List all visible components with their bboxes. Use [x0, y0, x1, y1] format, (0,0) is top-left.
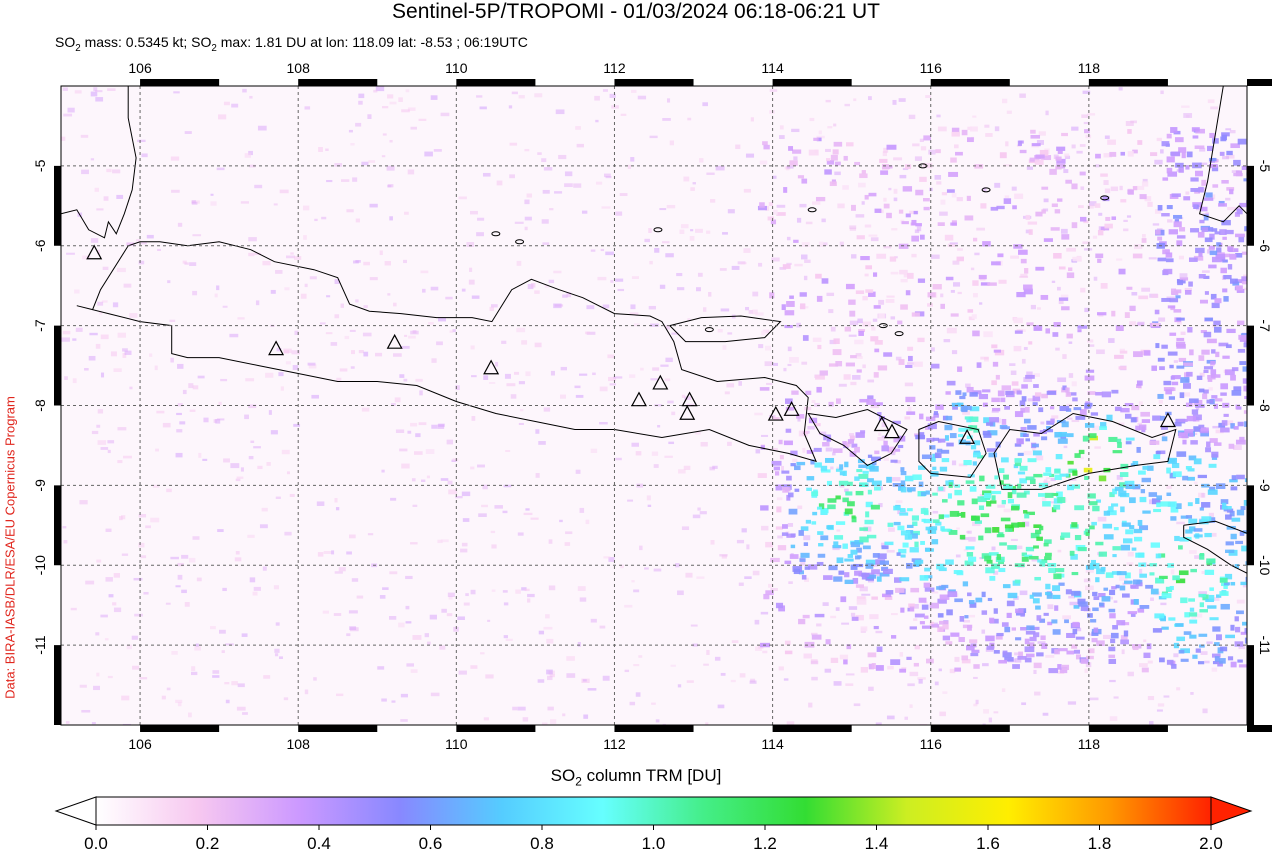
lon-tick-label-top: 108: [287, 60, 311, 76]
lat-tick-label-right: -8: [1257, 399, 1272, 412]
lat-tick-label-left: -6: [32, 239, 48, 252]
lon-tick-label-bottom: 114: [761, 736, 784, 752]
so2-pixels: [61, 86, 1247, 725]
colorbar-tick-label: 1.4: [865, 834, 889, 853]
colorbar-tick-label: 1.0: [642, 834, 666, 853]
volcano-icon: [483, 359, 500, 375]
lon-tick-label-top: 114: [761, 60, 784, 76]
volcano-icon: [652, 374, 669, 390]
volcano-icon: [386, 333, 403, 349]
colorbar-tick-label: 1.2: [753, 834, 777, 853]
lat-tick-label-left: -11: [32, 635, 48, 654]
colorbar-max-arrow: [1210, 796, 1253, 826]
lat-tick-label-right: -7: [1257, 319, 1272, 332]
lat-tick-label-right: -10: [1257, 555, 1272, 575]
lat-tick-label-left: -9: [32, 479, 48, 492]
lat-tick-label-left: -10: [32, 555, 48, 575]
volcano-icon: [767, 405, 784, 421]
colorbar-tick-label: 1.8: [1088, 834, 1112, 853]
lon-tick-label-bottom: 108: [287, 736, 311, 752]
lat-tick-label-right: -11: [1257, 636, 1272, 655]
volcano-icon: [959, 428, 976, 444]
volcano-icon: [873, 416, 890, 432]
lat-tick-label-left: -8: [32, 399, 48, 412]
lon-tick-label-top: 106: [128, 60, 152, 76]
lat-tick-label-right: -6: [1257, 240, 1272, 253]
lon-tick-label-bottom: 116: [920, 736, 943, 752]
gridlines: [61, 86, 1247, 725]
colorbar: 0.0 0.2 0.4 0.6 0.8 1.0 1.2 1.4 1.6 1.8 2.0: [54, 796, 1253, 853]
colorbar-tick-label: 0.6: [419, 834, 443, 853]
colorbar-tick-label: 0.4: [307, 834, 331, 853]
map-title: Sentinel-5P/TROPOMI - 01/03/2024 06:18-0…: [392, 0, 880, 23]
lon-tick-label-bottom: 112: [603, 736, 626, 752]
axis-labels: 106 106 108 108 110 110 112 112 114 114 116 116 118 1…: [32, 60, 1272, 752]
lat-tick-label-left: -5: [32, 159, 48, 172]
lat-tick-label-left: -7: [32, 319, 48, 332]
volcano-icon: [1159, 412, 1176, 428]
volcano-icon: [681, 391, 698, 407]
volcano-icon: [679, 405, 696, 420]
volcano-icon: [883, 423, 900, 439]
colorbar-tick-label: 0.8: [530, 834, 554, 853]
volcano-markers: [86, 244, 1176, 444]
lon-tick-label-bottom: 106: [128, 736, 152, 752]
map-background: [61, 86, 1247, 725]
colorbar-min-arrow: [54, 796, 97, 826]
volcano-icon: [630, 391, 647, 407]
lon-tick-label-top: 110: [445, 60, 468, 76]
colorbar-tick-label: 0.0: [84, 834, 108, 853]
volcano-icon: [86, 244, 103, 260]
lat-tick-label-right: -9: [1257, 479, 1272, 492]
lon-tick-label-top: 118: [1078, 60, 1101, 76]
lon-tick-label-bottom: 118: [1078, 736, 1101, 752]
so2-summary: SO2 mass: 0.5345 kt; SO2 max: 1.81 DU at…: [55, 34, 528, 54]
volcano-icon: [268, 340, 285, 356]
colorbar-label: SO2 column TRM [DU]: [550, 766, 722, 789]
lon-tick-label-bottom: 110: [445, 736, 468, 752]
frame-ticks: [54, 79, 1272, 732]
colorbar-tick-label: 1.6: [976, 834, 1000, 853]
colorbar-tick-label: 0.2: [196, 834, 220, 853]
lon-tick-label-top: 112: [603, 60, 626, 76]
lat-tick-label-right: -5: [1257, 160, 1272, 173]
coastlines: [61, 86, 1247, 574]
volcano-icon: [783, 401, 800, 416]
lon-tick-label-top: 116: [920, 60, 943, 76]
colorbar-tick-label: 2.0: [1199, 834, 1223, 853]
